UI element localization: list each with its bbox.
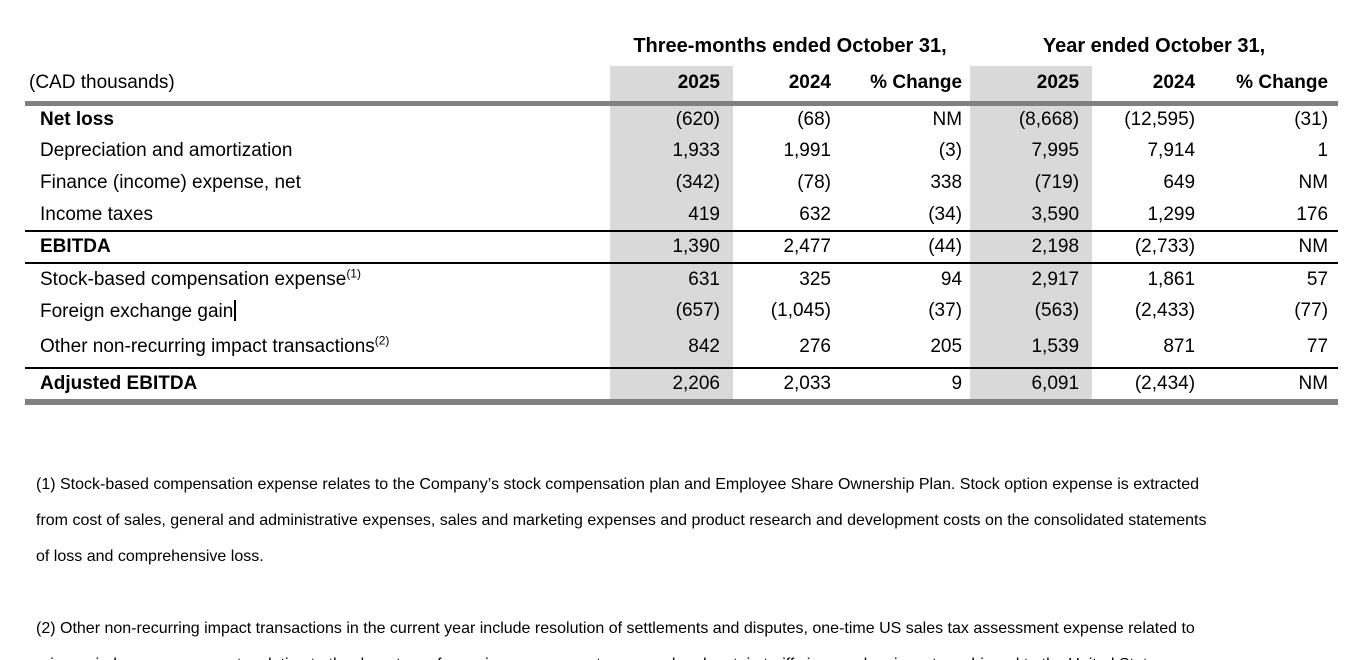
cell: 1,390 [610,231,733,264]
cell: 1,991 [783,140,831,161]
cell: 3,590 [970,199,1093,232]
period-header-row: Three-months ended October 31, Year ende… [25,26,1338,66]
cell: 1,861 [1147,268,1196,290]
cell: 631 [610,263,733,295]
cell: (342) [610,167,733,199]
row-label: Finance (income) expense, net [40,172,301,193]
cell: 6,091 [970,368,1093,405]
row-label: Income taxes [25,199,610,232]
cell: (34) [853,199,971,232]
table-row: Adjusted EBITDA 2,206 2,033 9 6,091 (2,4… [25,368,1339,405]
footnote-ref-2: (2) [374,333,390,348]
cell: (2,733) [1092,231,1213,264]
cell: NM [932,109,963,131]
cell: 7,995 [970,135,1093,167]
footnotes-section: (1) Stock-based compensation expense rel… [36,431,1371,660]
table-row: Stock-based compensation expense(1) 631 … [25,263,1338,295]
column-header-row: (CAD thousands) 2025 2024 % Change 2025 … [25,66,1339,106]
cell: 77 [1212,327,1339,369]
cell: NM [1298,172,1329,193]
cell: NM [1212,231,1339,264]
cell: 1,539 [970,327,1093,369]
row-label: Other non-recurring impact transactions(… [25,327,610,369]
cell: (563) [970,295,1093,327]
cell: 205 [853,327,971,369]
cell: 94 [940,268,963,290]
cell: 2,477 [733,231,853,264]
footnote-ref-1: (1) [346,266,361,281]
cell: 842 [610,327,733,369]
cell: 57 [1306,268,1329,290]
cell: 2,198 [970,231,1093,264]
col-header-2024-q: 2024 [733,66,853,106]
cell: 1,299 [1092,199,1213,232]
table-row: Income taxes 419 632 (34) 3,590 1,299 17… [25,199,1339,232]
cell: (657) [610,295,733,327]
text-cursor [234,299,237,321]
footnote-2: (2) Other non-recurring impact transacti… [36,620,1195,660]
cell: (78) [797,172,831,193]
cell: 2,033 [733,368,853,405]
row-label-text: Foreign exchange gain [40,300,234,322]
table-row: Net loss (620) (68) NM (8,668) (12,595) … [25,103,1338,135]
col-header-2025-q: 2025 [610,66,733,106]
cell: 649 [1163,172,1196,193]
col-header-2024-y: 2024 [1092,66,1213,106]
table-row: Foreign exchange gain (657) (1,045) (37)… [25,295,1338,327]
cell: 325 [799,268,831,290]
cell: 632 [733,199,853,232]
col-header-pct-change-q: % Change [853,66,971,106]
unit-label: (CAD thousands) [25,66,610,106]
cell: 176 [1212,199,1339,232]
cell: (44) [853,231,971,264]
footnote-1: (1) Stock-based compensation expense rel… [36,476,1207,565]
cell: (1,045) [770,300,831,321]
cell: 419 [610,199,733,232]
cell: (2,434) [1092,368,1213,405]
row-label: Depreciation and amortization [40,140,293,161]
cell: 1 [1317,140,1329,161]
col-header-pct-change-y: % Change [1212,66,1339,106]
cell: (68) [797,109,831,131]
cell: 9 [853,368,971,405]
cell: 871 [1092,327,1213,369]
row-label: Foreign exchange gain [25,295,610,327]
cell: (31) [1294,109,1329,131]
cell: (2,433) [1134,300,1196,321]
cell: (37) [928,300,963,321]
cell: NM [1212,368,1339,405]
cell: 1,933 [610,135,733,167]
table-row: Finance (income) expense, net (342) (78)… [25,167,1338,199]
row-label: Net loss [40,109,114,131]
cell: (3) [938,140,963,161]
col-header-2025-y: 2025 [970,66,1093,106]
cell: (12,595) [1124,109,1196,131]
period-header-year: Year ended October 31, [1042,35,1266,57]
cell: 338 [930,172,963,193]
row-label: Stock-based compensation expense(1) [25,263,610,295]
row-label: EBITDA [25,231,610,264]
table-row: Other non-recurring impact transactions(… [25,327,1339,369]
row-label-text: Stock-based compensation expense [40,268,347,290]
cell: (77) [1294,300,1329,321]
table-row: EBITDA 1,390 2,477 (44) 2,198 (2,733) NM [25,231,1339,264]
cell: 2,917 [970,263,1093,295]
ebitda-reconciliation-table: Three-months ended October 31, Year ende… [25,26,1339,405]
cell: (8,668) [970,103,1093,135]
cell: 7,914 [1147,140,1196,161]
spacer-cell [25,26,610,66]
cell: 2,206 [610,368,733,405]
cell: 276 [733,327,853,369]
cell: (719) [970,167,1093,199]
period-header-three-months: Three-months ended October 31, [633,35,947,57]
row-label-text: Other non-recurring impact transactions [40,336,375,357]
row-label: Adjusted EBITDA [25,368,610,405]
table-row: Depreciation and amortization 1,933 1,99… [25,135,1338,167]
cell: (620) [610,103,733,135]
